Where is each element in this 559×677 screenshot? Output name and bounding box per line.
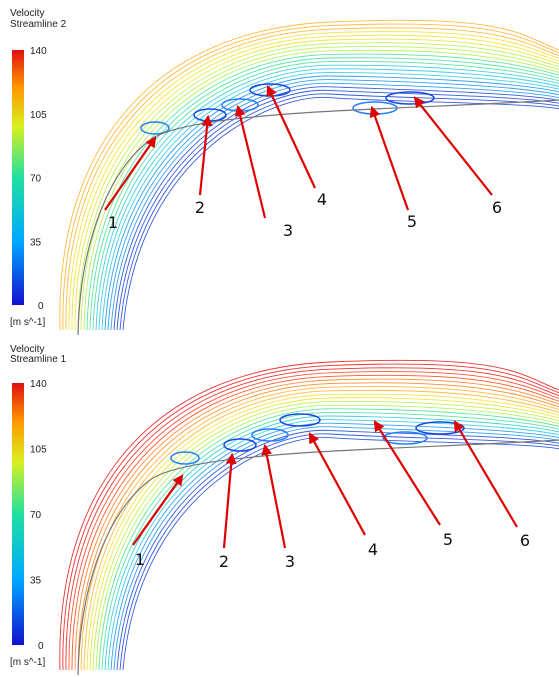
colorbar-tick: 105 [30, 445, 47, 456]
vortex [252, 429, 288, 441]
marker-label: 6 [520, 531, 530, 550]
streamline [123, 437, 559, 670]
marker-label: 5 [407, 212, 417, 231]
colorbar [12, 383, 24, 645]
colorbar-unit: [m s^-1] [10, 657, 45, 668]
streamline [72, 35, 559, 330]
streamline [105, 76, 559, 330]
marker-label: 3 [283, 221, 293, 240]
colorbar-tick: 0 [38, 301, 44, 312]
arrow [310, 434, 365, 535]
streamline [84, 390, 559, 670]
marker-label: 3 [285, 552, 295, 571]
streamline [90, 398, 559, 670]
streamline [117, 430, 559, 670]
arrow [415, 98, 492, 195]
colorbar-tick: 35 [30, 576, 42, 587]
colorbar-unit: [m s^-1] [10, 317, 45, 328]
legend-title: Velocity [10, 8, 44, 19]
marker-label: 2 [195, 198, 205, 217]
streamline [87, 394, 559, 670]
marker-label: 6 [492, 198, 502, 217]
colorbar-tick: 140 [30, 46, 47, 57]
marker-label: 1 [135, 550, 145, 569]
streamline [81, 387, 559, 670]
marker-label: 4 [368, 540, 378, 559]
marker-label: 2 [219, 552, 229, 571]
streamline [108, 420, 559, 670]
streamline [72, 375, 559, 670]
marker-label: 4 [317, 190, 327, 209]
colorbar [12, 50, 24, 305]
streamlines [60, 20, 559, 675]
arrow [265, 446, 285, 548]
colorbar-tick: 35 [30, 237, 42, 248]
streamline [99, 409, 559, 670]
figure: VelocityStreamline 214010570350[m s^-1]1… [0, 0, 559, 677]
colorbar-tick: 70 [30, 510, 42, 521]
colorbar-tick: 70 [30, 174, 42, 185]
marker-label: 5 [443, 530, 453, 549]
streamline [120, 434, 559, 670]
arrow [224, 455, 232, 548]
arrow [372, 108, 408, 210]
streamline [111, 423, 559, 670]
colorbar-tick: 140 [30, 379, 47, 390]
arrow [238, 107, 265, 218]
legend-subtitle: Streamline 1 [10, 354, 67, 365]
colorbar-tick: 0 [38, 641, 44, 652]
streamline [99, 69, 559, 330]
colorbar-tick: 105 [30, 110, 47, 121]
marker-label: 1 [108, 213, 118, 232]
legend-subtitle: Streamline 2 [10, 19, 67, 30]
